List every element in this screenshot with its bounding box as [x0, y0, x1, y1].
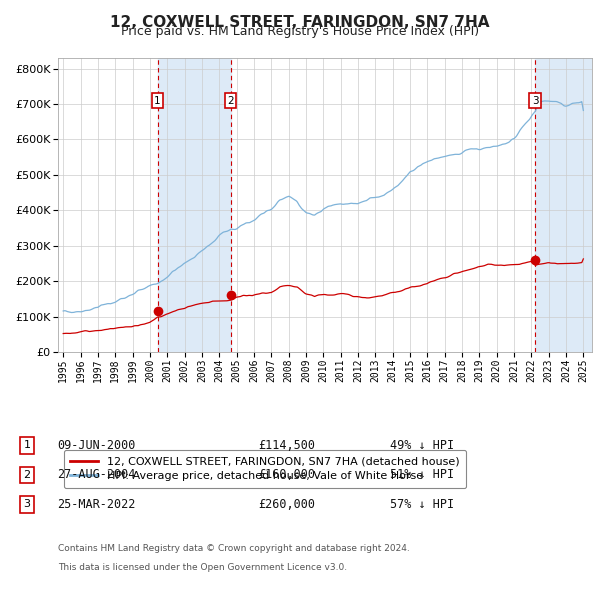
Text: Price paid vs. HM Land Registry's House Price Index (HPI): Price paid vs. HM Land Registry's House …	[121, 25, 479, 38]
Text: 57% ↓ HPI: 57% ↓ HPI	[390, 498, 454, 511]
Text: 49% ↓ HPI: 49% ↓ HPI	[390, 439, 454, 452]
Text: 3: 3	[532, 96, 539, 106]
Text: Contains HM Land Registry data © Crown copyright and database right 2024.: Contains HM Land Registry data © Crown c…	[58, 545, 410, 553]
Text: 27-AUG-2004: 27-AUG-2004	[57, 468, 136, 481]
Text: £260,000: £260,000	[258, 498, 315, 511]
Text: This data is licensed under the Open Government Licence v3.0.: This data is licensed under the Open Gov…	[58, 563, 347, 572]
Text: 2: 2	[227, 96, 234, 106]
Text: 25-MAR-2022: 25-MAR-2022	[57, 498, 136, 511]
Text: £160,000: £160,000	[258, 468, 315, 481]
Text: 3: 3	[23, 500, 31, 509]
Text: 51% ↓ HPI: 51% ↓ HPI	[390, 468, 454, 481]
Text: 09-JUN-2000: 09-JUN-2000	[57, 439, 136, 452]
Legend: 12, COXWELL STREET, FARINGDON, SN7 7HA (detached house), HPI: Average price, det: 12, COXWELL STREET, FARINGDON, SN7 7HA (…	[64, 450, 466, 488]
Text: £114,500: £114,500	[258, 439, 315, 452]
Text: 2: 2	[23, 470, 31, 480]
Bar	[535, 58, 592, 352]
Bar	[158, 58, 230, 352]
Text: 1: 1	[154, 96, 161, 106]
Text: 12, COXWELL STREET, FARINGDON, SN7 7HA: 12, COXWELL STREET, FARINGDON, SN7 7HA	[110, 15, 490, 30]
Text: 1: 1	[23, 441, 31, 450]
